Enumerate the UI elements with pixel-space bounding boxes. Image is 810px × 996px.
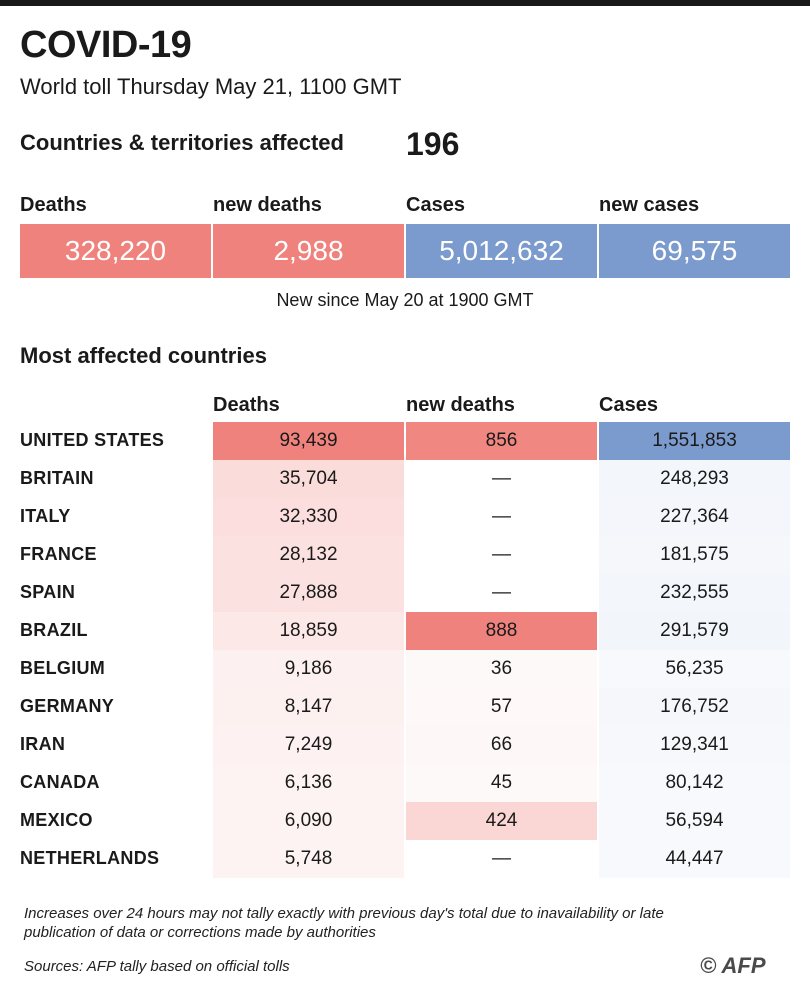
- cases-cell: 44,447: [599, 840, 790, 878]
- cases-cell: 56,594: [599, 802, 790, 840]
- deaths-cell: 35,704: [213, 460, 404, 498]
- country-name: ITALY: [20, 506, 71, 526]
- top-bar: [0, 0, 810, 6]
- deaths-cell: 93,439: [213, 422, 404, 460]
- cases-cell: 181,575: [599, 536, 790, 574]
- country-name: NETHERLANDS: [20, 848, 160, 868]
- total-new-cases-label: new cases: [599, 194, 700, 216]
- deaths-cell: 9,186: [213, 650, 404, 688]
- country-name: FRANCE: [20, 544, 97, 564]
- deaths-cell: 28,132: [213, 536, 404, 574]
- deaths-cell: 32,330: [213, 498, 404, 536]
- cases-cell: 227,364: [599, 498, 790, 536]
- total-cases-label: Cases: [406, 194, 465, 216]
- country-name: GERMANY: [20, 696, 115, 716]
- new-deaths-cell: 36: [406, 650, 597, 688]
- table-title: Most affected countries: [20, 343, 267, 368]
- totals-note: New since May 20 at 1900 GMT: [276, 290, 534, 310]
- footnote: Increases over 24 hours may not tally ex…: [24, 905, 664, 941]
- total-deaths-label: Deaths: [20, 194, 87, 216]
- cases-cell: 129,341: [599, 726, 790, 764]
- deaths-cell: 7,249: [213, 726, 404, 764]
- cases-cell: 248,293: [599, 460, 790, 498]
- new-deaths-cell: 66: [406, 726, 597, 764]
- cases-cell: 1,551,853: [599, 422, 790, 460]
- total-deaths-value: 328,220: [20, 224, 211, 278]
- total-cases-value: 5,012,632: [406, 224, 597, 278]
- country-name: UNITED STATES: [20, 430, 165, 450]
- country-name: BELGIUM: [20, 658, 106, 678]
- column-header-new-deaths: new deaths: [406, 394, 515, 416]
- deaths-cell: 5,748: [213, 840, 404, 878]
- total-new-deaths-value: 2,988: [213, 224, 404, 278]
- deaths-cell: 8,147: [213, 688, 404, 726]
- source-note: Sources: AFP tally based on official tol…: [24, 958, 290, 975]
- total-new-cases-value: 69,575: [599, 224, 790, 278]
- affected-label: Countries & territories affected: [20, 130, 344, 155]
- new-deaths-cell: 57: [406, 688, 597, 726]
- cases-cell: 232,555: [599, 574, 790, 612]
- country-name: BRITAIN: [20, 468, 94, 488]
- new-deaths-cell: —: [406, 840, 597, 878]
- new-deaths-cell: 45: [406, 764, 597, 802]
- new-deaths-cell: —: [406, 498, 597, 536]
- page-title: COVID-19: [20, 24, 192, 66]
- page-subtitle: World toll Thursday May 21, 1100 GMT: [20, 74, 402, 99]
- deaths-cell: 27,888: [213, 574, 404, 612]
- new-deaths-cell: 424: [406, 802, 597, 840]
- new-deaths-cell: 856: [406, 422, 597, 460]
- country-name: SPAIN: [20, 582, 76, 602]
- column-header-cases: Cases: [599, 394, 658, 416]
- new-deaths-cell: 888: [406, 612, 597, 650]
- new-deaths-cell: —: [406, 460, 597, 498]
- new-deaths-cell: —: [406, 574, 597, 612]
- cases-cell: 56,235: [599, 650, 790, 688]
- deaths-cell: 18,859: [213, 612, 404, 650]
- country-name: CANADA: [20, 772, 100, 792]
- cases-cell: 176,752: [599, 688, 790, 726]
- cases-cell: 80,142: [599, 764, 790, 802]
- total-new-deaths-label: new deaths: [213, 194, 322, 216]
- country-name: BRAZIL: [20, 620, 88, 640]
- country-name: IRAN: [20, 734, 66, 754]
- country-name: MEXICO: [20, 810, 93, 830]
- cases-cell: 291,579: [599, 612, 790, 650]
- column-header-deaths: Deaths: [213, 394, 280, 416]
- new-deaths-cell: —: [406, 536, 597, 574]
- deaths-cell: 6,136: [213, 764, 404, 802]
- deaths-cell: 6,090: [213, 802, 404, 840]
- afp-logo: © AFP: [700, 953, 766, 978]
- affected-value: 196: [406, 126, 460, 162]
